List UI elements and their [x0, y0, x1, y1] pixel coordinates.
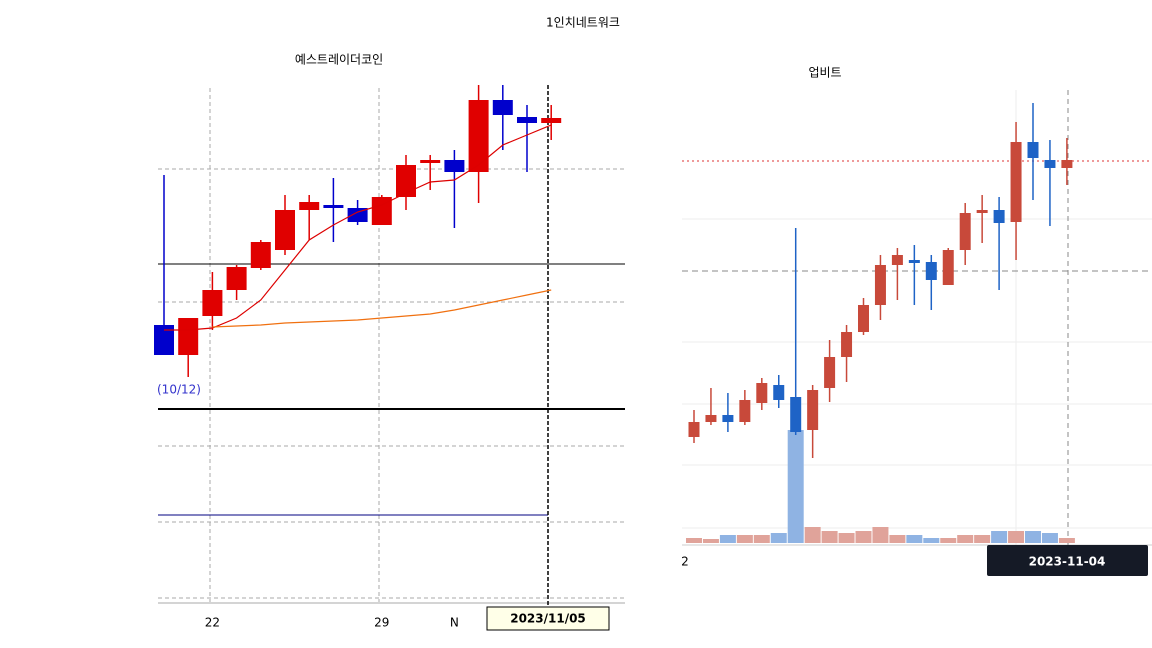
- page-title: 1인치네트워크: [546, 16, 620, 30]
- x-tick-label: 22: [205, 616, 220, 630]
- volume-bar: [1008, 531, 1025, 543]
- volume-bar: [702, 539, 719, 543]
- candle-body: [1027, 142, 1039, 158]
- candle-body: [756, 383, 768, 403]
- candle-body: [226, 267, 247, 290]
- candle-body: [154, 325, 174, 355]
- chart-title: 업비트: [808, 66, 841, 80]
- candle-body: [993, 210, 1005, 223]
- volume-bar: [821, 531, 838, 543]
- candle-body: [444, 160, 465, 172]
- candle-body: [371, 197, 392, 225]
- candle-body: [773, 385, 785, 400]
- volume-bar: [855, 531, 872, 543]
- volume-bar: [719, 535, 736, 543]
- volume-bar: [804, 527, 821, 543]
- annotation: (10/12): [157, 383, 201, 397]
- volume-bar: [1025, 531, 1041, 543]
- candle-body: [347, 208, 368, 222]
- candle-body: [178, 318, 199, 355]
- candle-body: [858, 305, 869, 332]
- candle-body: [1061, 160, 1073, 168]
- candle-body: [250, 242, 271, 268]
- x-tick-label: 2: [681, 555, 689, 569]
- volume-bar: [974, 535, 991, 543]
- candle-body: [396, 165, 416, 197]
- volume-bar: [787, 430, 804, 543]
- candle-body: [959, 213, 971, 250]
- cursor-label: 2023-11-04: [1029, 555, 1106, 569]
- candle-body: [323, 205, 344, 208]
- volume-bar: [770, 533, 787, 543]
- candle-body: [1044, 160, 1056, 168]
- volume-bar: [736, 535, 753, 543]
- volume-bar: [1041, 533, 1058, 543]
- volume-bar: [957, 535, 974, 543]
- candle-body: [468, 100, 489, 172]
- left-guides: [158, 85, 625, 605]
- volume-bar: [753, 535, 770, 543]
- volume-bar: [906, 535, 923, 543]
- candle-body: [299, 202, 320, 210]
- candle-body: [807, 390, 819, 430]
- candle-body: [824, 357, 836, 388]
- candle-body: [275, 210, 295, 250]
- candle-body: [874, 265, 886, 305]
- candle-body: [688, 422, 700, 437]
- candle-body: [891, 255, 903, 265]
- volume-bar: [872, 527, 889, 543]
- candle-body: [1010, 142, 1022, 222]
- candle-body: [705, 415, 717, 422]
- candle-body: [942, 250, 954, 285]
- candle-body: [541, 118, 562, 123]
- candle-body: [517, 117, 537, 123]
- moving-average: [212, 289, 552, 328]
- candle-body: [492, 100, 513, 115]
- candle-body: [722, 415, 734, 422]
- candle-body: [976, 210, 988, 213]
- volume-bar: [889, 535, 906, 543]
- x-tick-label: N: [450, 616, 459, 630]
- cursor-label-box: [486, 606, 610, 631]
- candle-body: [790, 397, 802, 432]
- candle-body: [202, 290, 223, 316]
- volume-bar: [686, 538, 702, 543]
- candle-body: [739, 400, 751, 422]
- volume-bar: [1058, 538, 1075, 543]
- volume-bar: [838, 533, 855, 543]
- cursor-label: 2023/11/05: [510, 612, 586, 626]
- moving-average: [164, 124, 552, 331]
- volume-bar: [940, 538, 957, 543]
- x-tick-label: 29: [374, 616, 389, 630]
- volume-bar: [991, 531, 1008, 543]
- candle-body: [420, 160, 441, 163]
- cursor-label-box: [987, 545, 1148, 576]
- candle-body: [925, 262, 937, 280]
- candle-body: [841, 332, 853, 357]
- candle-body: [908, 260, 920, 263]
- volume-bar: [923, 538, 940, 543]
- chart-title: 예스트레이더코인: [295, 53, 383, 67]
